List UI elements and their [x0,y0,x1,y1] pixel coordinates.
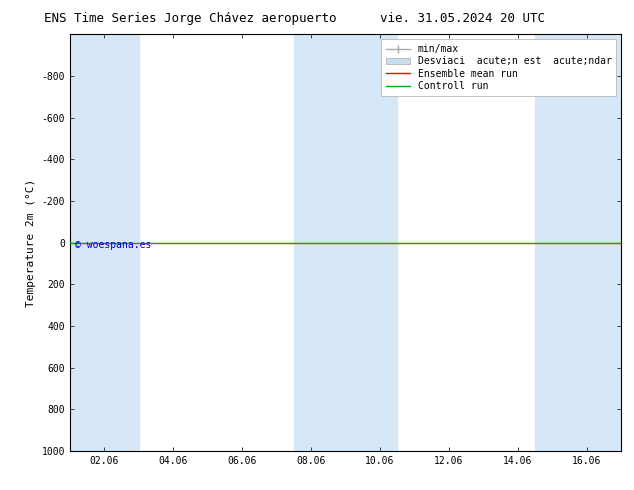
Bar [70,34,139,451]
Text: vie. 31.05.2024 20 UTC: vie. 31.05.2024 20 UTC [380,12,545,25]
Legend: min/max, Desviaci  acute;n est  acute;ndar, Ensemble mean run, Controll run: min/max, Desviaci acute;n est acute;ndar… [381,39,616,96]
Bar [294,34,398,451]
Text: © woespana.es: © woespana.es [75,240,152,249]
Text: ENS Time Series Jorge Chávez aeropuerto: ENS Time Series Jorge Chávez aeropuerto [44,12,337,25]
Bar [535,34,621,451]
Y-axis label: Temperature 2m (°C): Temperature 2m (°C) [26,178,36,307]
